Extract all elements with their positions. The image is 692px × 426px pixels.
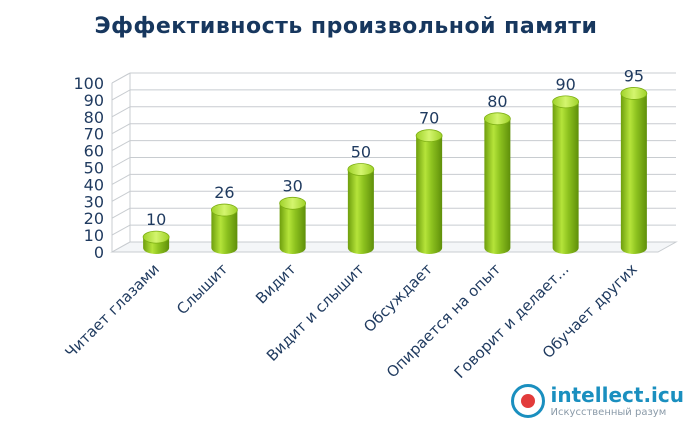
data-label: 70 bbox=[419, 109, 439, 128]
gridline-diag bbox=[111, 190, 131, 202]
bar-top bbox=[552, 95, 580, 109]
gridline-diag bbox=[111, 140, 131, 152]
data-label: 50 bbox=[351, 143, 371, 162]
y-tick-label: 70 bbox=[84, 125, 104, 144]
data-labels: 10 26 30 50 70 80 90 95 bbox=[146, 66, 644, 229]
bar bbox=[210, 203, 238, 255]
y-tick-label: 40 bbox=[84, 175, 104, 194]
bars bbox=[142, 87, 648, 255]
bar bbox=[347, 163, 375, 255]
gridline-diag bbox=[111, 106, 131, 118]
bar-body bbox=[211, 210, 238, 255]
data-label: 10 bbox=[146, 210, 166, 229]
y-tick-label: 80 bbox=[84, 108, 104, 127]
y-tick-label: 10 bbox=[84, 226, 104, 245]
bar-body bbox=[416, 135, 443, 255]
category-label: Видит bbox=[252, 260, 299, 307]
y-tick-label: 100 bbox=[73, 74, 104, 93]
bar-top bbox=[142, 230, 170, 244]
chart-title: Эффективность произвольной памяти bbox=[94, 14, 598, 39]
category-label: Опирается на опыт bbox=[383, 260, 504, 381]
bar-body bbox=[620, 93, 647, 255]
gridline-diag bbox=[111, 157, 131, 168]
brain-logo-icon bbox=[510, 384, 545, 418]
bar bbox=[552, 95, 580, 255]
gridline-diag bbox=[111, 207, 131, 219]
watermark-main: intellect.icu bbox=[550, 382, 684, 407]
bar-body bbox=[552, 101, 579, 255]
grid bbox=[110, 72, 678, 253]
gridline-diag bbox=[111, 241, 131, 253]
bar-top bbox=[210, 203, 238, 217]
bar-body bbox=[279, 203, 306, 255]
chart-floor bbox=[110, 241, 678, 253]
bar bbox=[483, 112, 511, 255]
y-tick-label: 60 bbox=[84, 142, 104, 161]
data-label: 26 bbox=[214, 183, 234, 202]
bar-top bbox=[415, 129, 443, 143]
bar-top bbox=[483, 112, 511, 126]
gridline-diag bbox=[111, 72, 131, 84]
gridline-diag bbox=[111, 224, 131, 236]
data-label: 80 bbox=[487, 92, 507, 111]
watermark-sub: Искусственный разум bbox=[550, 406, 667, 418]
data-label: 30 bbox=[282, 176, 302, 195]
bar bbox=[415, 129, 443, 255]
category-label: Читает глазами bbox=[61, 260, 163, 362]
y-tick-label: 50 bbox=[84, 159, 104, 178]
bar-top bbox=[347, 163, 375, 176]
bar bbox=[279, 196, 307, 255]
bar-body bbox=[347, 169, 374, 255]
bar-top bbox=[279, 196, 307, 210]
bar-top bbox=[620, 87, 648, 100]
bar bbox=[142, 230, 170, 255]
y-tick-label: 20 bbox=[84, 209, 104, 228]
gridline-diag bbox=[111, 123, 131, 135]
category-label: Говорит и делает... bbox=[451, 260, 573, 382]
y-tick-label: 90 bbox=[84, 91, 104, 110]
data-label: 90 bbox=[555, 75, 575, 94]
y-tick-label: 0 bbox=[94, 243, 104, 262]
watermark: intellect.icu Искусственный разум bbox=[510, 382, 684, 418]
bar bbox=[620, 87, 648, 255]
category-label: Слышит bbox=[173, 260, 231, 318]
gridline-diag bbox=[111, 89, 131, 101]
data-label: 95 bbox=[624, 66, 644, 85]
category-label: Обсуждает bbox=[360, 260, 436, 336]
y-tick-label: 30 bbox=[84, 192, 104, 211]
gridline-diag bbox=[111, 173, 131, 185]
bar-body bbox=[484, 118, 511, 255]
